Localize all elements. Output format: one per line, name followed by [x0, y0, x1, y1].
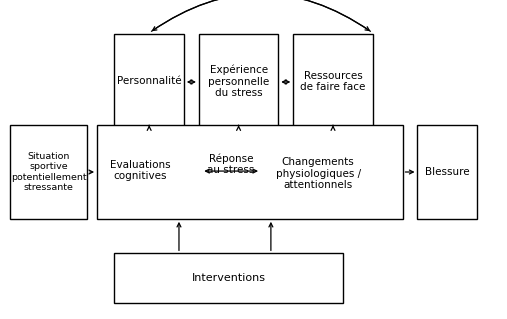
Text: Interventions: Interventions: [192, 273, 266, 283]
Text: Evaluations
cognitives: Evaluations cognitives: [110, 160, 170, 181]
FancyBboxPatch shape: [199, 34, 278, 128]
FancyBboxPatch shape: [97, 125, 403, 219]
FancyBboxPatch shape: [293, 34, 373, 128]
Text: Personnalité: Personnalité: [117, 76, 182, 86]
Text: Situation
sportive
potentiellement
stressante: Situation sportive potentiellement stres…: [11, 152, 86, 192]
FancyBboxPatch shape: [115, 34, 184, 128]
Text: Changements
physiologiques /
attentionnels: Changements physiologiques / attentionne…: [275, 157, 360, 190]
FancyBboxPatch shape: [417, 125, 477, 219]
Text: Réponse
au stress: Réponse au stress: [207, 153, 255, 175]
Text: Ressources
de faire face: Ressources de faire face: [300, 70, 366, 92]
FancyBboxPatch shape: [115, 253, 343, 303]
Text: Expérience
personnelle
du stress: Expérience personnelle du stress: [208, 64, 269, 98]
FancyBboxPatch shape: [10, 125, 87, 219]
Text: Blessure: Blessure: [425, 167, 469, 177]
